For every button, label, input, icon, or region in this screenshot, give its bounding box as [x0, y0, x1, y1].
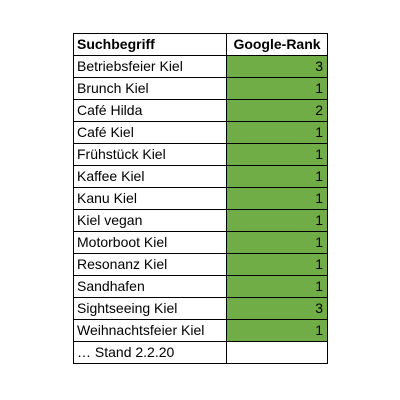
header-rank: Google-Rank — [226, 33, 328, 56]
term-cell: Brunch Kiel — [73, 77, 227, 100]
rank-cell: 1 — [226, 121, 328, 144]
table-row: Brunch Kiel 1 — [73, 77, 328, 100]
term-cell: Betriebsfeier Kiel — [73, 55, 227, 78]
table-row: Kiel vegan 1 — [73, 209, 328, 232]
term-cell: Frühstück Kiel — [73, 143, 227, 166]
table-row: Café Hilda 2 — [73, 99, 328, 122]
rank-cell: 1 — [226, 253, 328, 276]
table-row: Weihnachtsfeier Kiel 1 — [73, 319, 328, 342]
rank-cell: 1 — [226, 319, 328, 342]
table-row: Frühstück Kiel 1 — [73, 143, 328, 166]
footer-note: … Stand 2.2.20 — [73, 341, 227, 364]
rank-cell: 1 — [226, 77, 328, 100]
term-cell: Weihnachtsfeier Kiel — [73, 319, 227, 342]
term-cell: Sightseeing Kiel — [73, 297, 227, 320]
table-row: Resonanz Kiel 1 — [73, 253, 328, 276]
header-row: Suchbegriff Google-Rank — [73, 33, 328, 56]
ranking-table: Suchbegriff Google-Rank Betriebsfeier Ki… — [73, 33, 328, 364]
rank-cell: 1 — [226, 209, 328, 232]
term-cell: Motorboot Kiel — [73, 231, 227, 254]
term-cell: Kaffee Kiel — [73, 165, 227, 188]
term-cell: Café Hilda — [73, 99, 227, 122]
rank-cell: 1 — [226, 275, 328, 298]
term-cell: Resonanz Kiel — [73, 253, 227, 276]
term-cell: Café Kiel — [73, 121, 227, 144]
table-row: Sightseeing Kiel 3 — [73, 297, 328, 320]
term-cell: Kanu Kiel — [73, 187, 227, 210]
ranking-table-container: Suchbegriff Google-Rank Betriebsfeier Ki… — [73, 33, 328, 364]
table-row: Motorboot Kiel 1 — [73, 231, 328, 254]
rank-cell: 2 — [226, 99, 328, 122]
table-row: Kaffee Kiel 1 — [73, 165, 328, 188]
table-row: Kanu Kiel 1 — [73, 187, 328, 210]
rank-cell: 1 — [226, 143, 328, 166]
rank-cell: 3 — [226, 297, 328, 320]
footer-row: … Stand 2.2.20 — [73, 341, 328, 364]
table-row: Café Kiel 1 — [73, 121, 328, 144]
rank-cell: 1 — [226, 187, 328, 210]
rank-cell: 1 — [226, 165, 328, 188]
term-cell: Sandhafen — [73, 275, 227, 298]
table-row: Betriebsfeier Kiel 3 — [73, 55, 328, 78]
header-term: Suchbegriff — [73, 33, 227, 56]
rank-cell: 3 — [226, 55, 328, 78]
table-row: Sandhafen 1 — [73, 275, 328, 298]
term-cell: Kiel vegan — [73, 209, 227, 232]
footer-rank-cell — [226, 341, 328, 364]
rank-cell: 1 — [226, 231, 328, 254]
